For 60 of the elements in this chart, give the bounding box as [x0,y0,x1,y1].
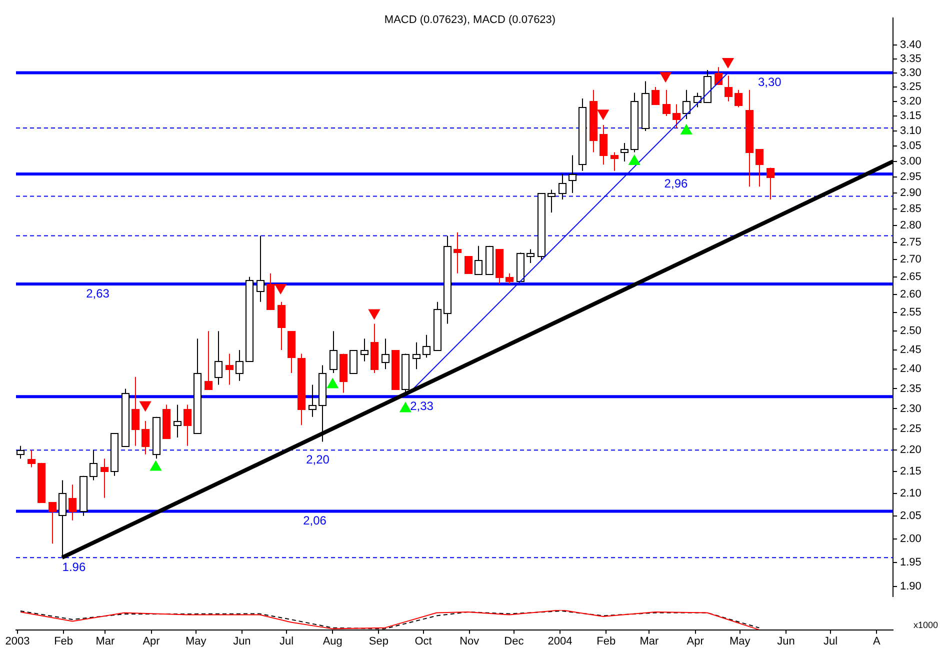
x-tick-label: Dec [504,635,524,648]
y-tick-label: 2.10 [900,487,922,500]
annotation: 1.96 [62,560,86,574]
x-tick-label: Nov [460,635,480,648]
x-tick-label: Jul [824,635,838,648]
y-tick-label: 2.75 [900,236,922,248]
y-tick-label: 3.25 [900,81,922,93]
annotation: 2,63 [86,286,110,300]
y-tick-label: 2.15 [900,466,922,478]
y-tick-label: 2.20 [900,444,922,456]
y-tick-label: 2.35 [900,382,922,395]
x-tick-label: Jun [233,635,251,648]
x-tick-label: Apr [142,635,160,648]
y-tick-label: 2.55 [900,306,922,319]
x-tick-label: Jul [280,635,294,648]
x-tick-label: A [872,635,881,648]
chart-title: MACD (0.07623), MACD (0.07623) [383,14,557,26]
x-tick-label: Aug [322,635,342,648]
y-tick-label: 3.00 [900,155,922,168]
annotation: 2,96 [664,176,688,190]
annotation: 3,30 [758,75,782,90]
annotation: 2,20 [306,452,330,466]
x-tick-label: 2003 [5,635,30,648]
x-tick-label: Oct [414,635,432,648]
x-tick-label: 2004 [548,635,572,648]
y-tick-label: 3.15 [900,110,922,122]
y-tick-label: 2.85 [900,203,922,216]
y-tick-label: 2.60 [900,288,922,301]
y-tick-label: 3.10 [900,124,922,137]
y-tick-label: 3.20 [900,95,922,108]
x-tick-label: Apr [686,635,704,648]
x-tick-label: Mar [640,635,660,648]
y-tick-label: 2.45 [900,344,922,356]
y-tick-label: 3.35 [900,52,922,65]
y-tick-label: 2.25 [900,423,922,436]
y-tick-label: 2.95 [900,171,922,184]
y-tick-label: 1.95 [900,556,922,568]
y-tick-label: 2.65 [900,270,922,283]
x-tick-label: Jun [777,635,795,648]
y-tick-label: 2.80 [900,220,922,232]
annotation: 2,06 [303,514,327,528]
x-tick-label: Mar [96,635,115,648]
y-tick-label: 2.30 [900,402,922,415]
annotation: 2,33 [410,398,434,413]
y-tick-label: 3.05 [900,140,922,152]
y-tick-label: 2.05 [900,510,922,522]
y-tick-label: 3.40 [900,39,922,52]
x-tick-label: Sep [368,635,388,648]
x-tick-label: May [185,635,207,648]
x-tick-label: May [730,635,751,648]
y-tick-label: 1.90 [900,580,922,593]
y-tick-label: 3.30 [900,66,922,79]
y-tick-label: 2.90 [900,187,922,200]
y-tick-label: 2.70 [900,254,922,266]
x-tick-label: Feb [596,635,616,648]
y-tick-label: 2.00 [900,532,922,545]
text: x1000 [913,620,938,630]
y-tick-label: 2.40 [900,363,922,376]
x-tick-label: Feb [54,635,74,648]
y-tick-label: 2.50 [900,325,922,338]
